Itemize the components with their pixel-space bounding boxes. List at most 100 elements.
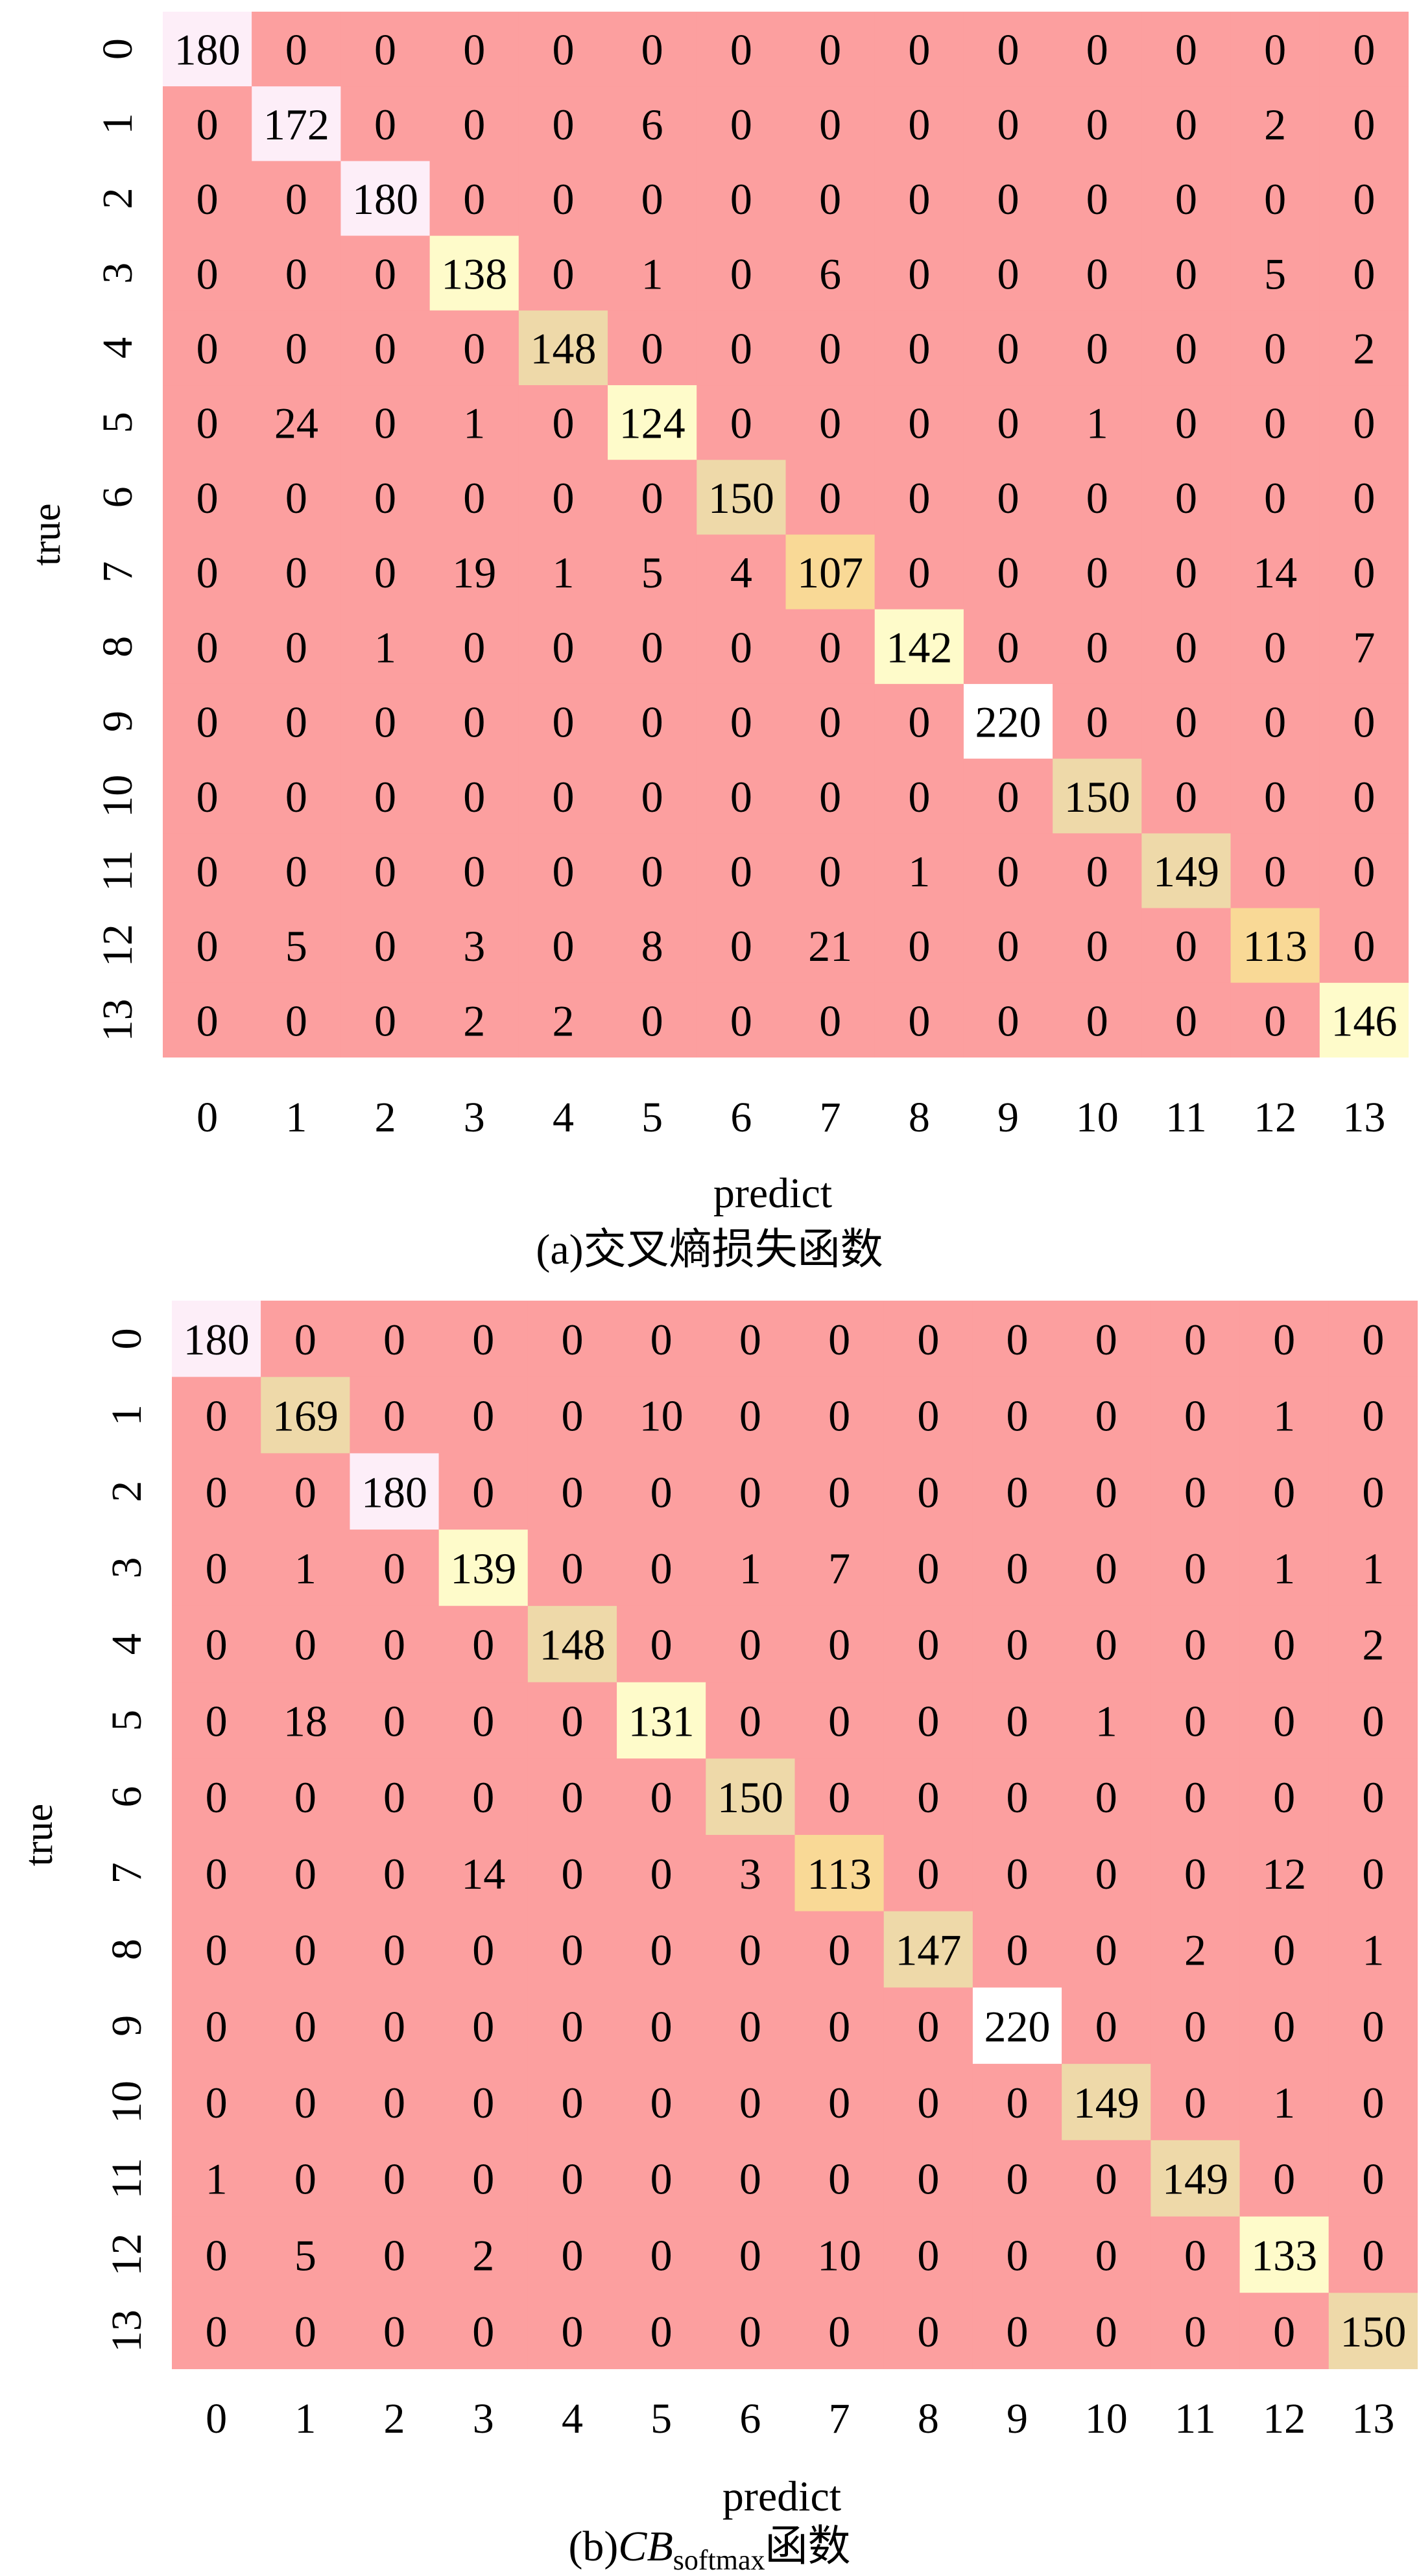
cell-value: 2: [463, 996, 485, 1045]
y-tick-label: 8: [94, 636, 141, 657]
cell-value: 7: [828, 1544, 850, 1593]
cell-value: 0: [1353, 174, 1375, 224]
cell-value: 0: [908, 921, 930, 971]
heatmap-cell: [1053, 385, 1142, 460]
heatmap-cell: [518, 534, 608, 609]
heatmap-cell: [1062, 1453, 1151, 1530]
heatmap-cell: [617, 1911, 706, 1988]
heatmap-cell: [340, 683, 430, 759]
cell-value: 180: [184, 1315, 250, 1364]
cell-value: 0: [1086, 473, 1108, 523]
heatmap-cell: [429, 609, 519, 684]
cell-value: 0: [908, 772, 930, 821]
heatmap-cell: [1141, 12, 1231, 87]
heatmap-cell: [340, 609, 430, 684]
cell-value: 0: [739, 1926, 761, 1975]
heatmap-cell: [972, 1605, 1062, 1683]
cell-value: 0: [1273, 1696, 1295, 1745]
heatmap-cell: [1141, 460, 1231, 535]
cell-value: 0: [828, 1620, 850, 1670]
cell-value: 1: [294, 1544, 316, 1593]
cell-value: 0: [730, 100, 752, 149]
heatmap-cell: [527, 1987, 617, 2064]
cell-value: 148: [539, 1620, 605, 1670]
cell-value: 113: [1243, 921, 1307, 971]
heatmap-cell: [252, 759, 341, 834]
cell-value: 0: [730, 324, 752, 373]
cell-value: 0: [383, 1544, 405, 1593]
heatmap-cell: [261, 2140, 350, 2217]
cell-value: 0: [1086, 174, 1108, 224]
heatmap-cell: [350, 1758, 439, 1835]
heatmap-cell: [1328, 2140, 1418, 2217]
heatmap-cell: [518, 235, 608, 311]
heatmap-cell: [1319, 833, 1409, 908]
heatmap-cell: [963, 759, 1053, 834]
cell-value: 0: [997, 249, 1020, 298]
cell-value: 0: [1273, 1315, 1295, 1364]
heatmap-cell: [963, 385, 1053, 460]
cell-value: 0: [1273, 2155, 1295, 2204]
x-tick-label: 6: [739, 2395, 761, 2442]
heatmap-cell: [438, 2140, 528, 2217]
heatmap-cell: [794, 1835, 884, 1911]
y-tick-label: 3: [103, 1557, 150, 1579]
heatmap-cell: [340, 908, 430, 983]
cell-value: 0: [374, 996, 396, 1045]
cell-value: 113: [807, 1849, 871, 1898]
cell-value: 0: [383, 1315, 405, 1364]
x-tick-label: 3: [464, 1094, 485, 1141]
heatmap-cell: [438, 2216, 528, 2293]
heatmap-cell: [163, 12, 252, 87]
heatmap-cell: [350, 1987, 439, 2064]
cell-value: 107: [797, 548, 863, 597]
cell-value: 0: [463, 847, 485, 896]
heatmap-cell: [163, 235, 252, 311]
heatmap-cell: [1053, 235, 1142, 311]
cell-value: 0: [908, 25, 930, 75]
x-tick-label: 5: [650, 2395, 672, 2442]
y-tick-label: 7: [94, 561, 141, 583]
heatmap-cell: [527, 1682, 617, 1759]
cell-value: 0: [294, 2078, 316, 2127]
cell-value: 0: [285, 25, 307, 75]
cell-value: 0: [552, 847, 574, 896]
cell-value: 0: [285, 847, 307, 896]
cell-value: 0: [819, 996, 841, 1045]
heatmap-cell: [972, 1987, 1062, 2064]
cell-value: 2: [1184, 1926, 1206, 1975]
heatmap-cell: [429, 161, 519, 236]
heatmap-cell: [429, 86, 519, 161]
heatmap-cell: [438, 1605, 528, 1683]
heatmap-cell: [608, 460, 697, 535]
heatmap-cell: [1319, 310, 1409, 386]
cell-value: 0: [641, 622, 663, 672]
heatmap-cell: [608, 310, 697, 386]
heatmap-cell: [261, 1453, 350, 1530]
y-tick-label: 3: [94, 263, 141, 284]
cell-value: 0: [206, 2078, 228, 2127]
cell-value: 0: [1264, 399, 1286, 448]
heatmap-cell: [429, 385, 519, 460]
cell-value: 0: [1362, 1773, 1384, 1822]
cell-value: 0: [828, 2002, 850, 2051]
heatmap-cell: [1053, 86, 1142, 161]
cell-value: 0: [1086, 847, 1108, 896]
cell-value: 0: [206, 1773, 228, 1822]
cell-value: 0: [1007, 2307, 1029, 2356]
cell-value: 0: [1264, 174, 1286, 224]
cell-value: 0: [1175, 324, 1197, 373]
cell-value: 0: [828, 1391, 850, 1441]
cell-value: 0: [908, 249, 930, 298]
heatmap-cell: [972, 1530, 1062, 1606]
heatmap-cell: [527, 2064, 617, 2140]
heatmap-cell: [1239, 2293, 1329, 2369]
caption-b: (b)CBsoftmax函数: [0, 2525, 1419, 2575]
x-tick-label: 1: [285, 1094, 307, 1141]
cell-value: 10: [817, 2230, 861, 2280]
heatmap-cell: [429, 683, 519, 759]
cell-value: 0: [374, 25, 396, 75]
cell-value: 0: [650, 1620, 673, 1670]
cell-value: 0: [472, 1773, 494, 1822]
heatmap-cell: [608, 683, 697, 759]
